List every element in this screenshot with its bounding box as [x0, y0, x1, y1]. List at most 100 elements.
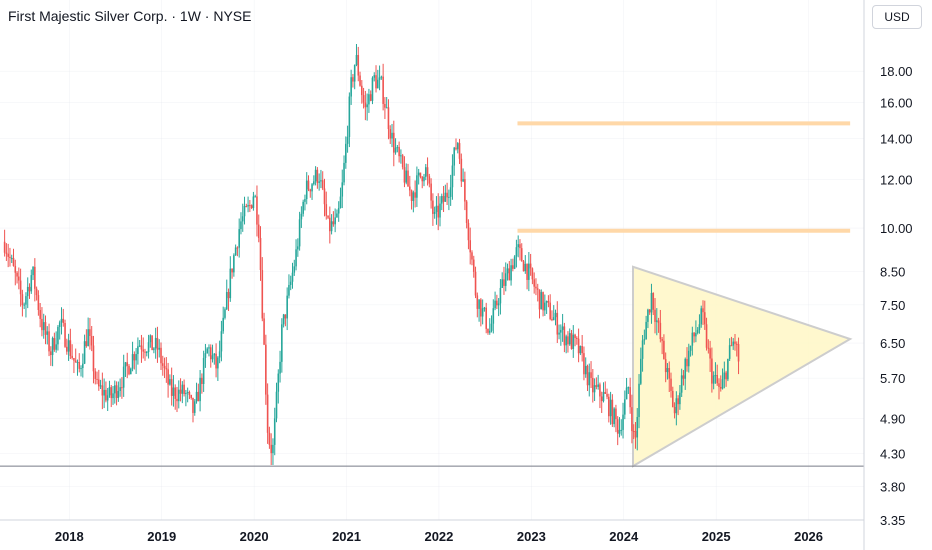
candle-body [343, 162, 345, 183]
candle-body [320, 180, 322, 182]
candle-body [682, 375, 685, 379]
candle-body [549, 302, 551, 320]
candle-body [30, 275, 33, 292]
candle-body [680, 375, 683, 393]
candle-body [179, 389, 182, 394]
candle-body [217, 357, 219, 369]
candle-body [176, 398, 178, 402]
candle-body [727, 358, 729, 380]
candle-body [508, 268, 511, 281]
candle-body [675, 398, 678, 414]
candle-body [421, 176, 424, 182]
candle-body [501, 279, 503, 288]
candle-body [275, 391, 278, 419]
candle-body [400, 155, 402, 157]
candle-body [161, 363, 164, 366]
candle-body [609, 399, 612, 417]
candle-body [215, 353, 217, 369]
candle-body [227, 292, 230, 299]
candle-body [128, 365, 130, 375]
candle-body [172, 387, 175, 396]
candle-body [433, 211, 436, 214]
currency-button[interactable]: USD [872, 5, 922, 29]
candle-body [556, 312, 559, 335]
candle-body [21, 294, 24, 306]
candle-body [572, 334, 575, 349]
candle-body [698, 324, 701, 330]
candle-body [183, 384, 185, 394]
candle-body [51, 338, 54, 356]
candle-body [115, 385, 118, 398]
candle-body [270, 444, 272, 454]
candle-body [565, 336, 567, 346]
candle-body [220, 331, 223, 352]
candle-body [385, 107, 388, 109]
candle-body [618, 429, 621, 434]
candle-body [225, 292, 228, 310]
candle-body [371, 77, 374, 101]
candle-body [213, 353, 216, 356]
candle-body [284, 314, 287, 319]
price-tick-label: 5.70 [880, 371, 905, 386]
candle-body [261, 270, 264, 319]
candle-body [700, 308, 703, 325]
candle-body [496, 300, 498, 306]
candle-body [243, 206, 246, 217]
candle-body [396, 147, 399, 149]
candle-body [9, 256, 11, 258]
candle-body [536, 288, 539, 290]
candle-body [58, 322, 61, 327]
candle-body [307, 180, 310, 190]
candle-body [96, 378, 98, 380]
candle-body [273, 418, 276, 445]
candle-body [570, 333, 573, 349]
candle-body [542, 292, 544, 311]
candle-body [113, 385, 116, 394]
candle-body [298, 219, 301, 247]
price-axis[interactable]: 18.00 16.00 14.00 12.00 10.00 8.50 7.50 6.50 5.7… [880, 64, 913, 528]
candle-body [490, 323, 493, 331]
candle-body [169, 379, 171, 385]
candle-body [378, 77, 381, 80]
candle-body [119, 387, 121, 392]
candle-body [547, 301, 550, 303]
candle-body [309, 189, 312, 192]
candle-body [300, 213, 303, 220]
triangle-pattern [632, 265, 853, 468]
candle-body [737, 344, 740, 362]
time-axis[interactable]: 2018 2019 2020 2021 2022 2023 2024 2025 2026 [55, 529, 823, 544]
price-tick-label: 12.00 [880, 172, 913, 187]
candle-body [732, 341, 735, 346]
candle-body [392, 132, 395, 153]
candle-body [499, 287, 502, 304]
candle-body [554, 312, 557, 318]
candle-body [540, 292, 543, 310]
candle-body [677, 398, 679, 405]
candle-body [586, 365, 589, 386]
candle-body [638, 383, 640, 418]
candle-body [481, 308, 484, 317]
candle-body [714, 375, 717, 377]
candle-body [197, 391, 200, 402]
candle-body [259, 237, 262, 271]
candle-body [687, 350, 690, 367]
candle-body [32, 266, 34, 276]
candle-body [725, 372, 727, 380]
candle-body [579, 346, 582, 354]
candle-body [62, 318, 65, 323]
candle-body [599, 384, 601, 397]
candle-body [291, 272, 294, 282]
candle-body [691, 332, 694, 346]
candle-body [147, 342, 150, 353]
candle-body [625, 387, 628, 400]
time-tick-label: 2025 [702, 529, 731, 544]
price-tick-label: 10.00 [880, 221, 913, 236]
candle-body [419, 172, 422, 177]
candle-body [702, 308, 704, 313]
candle-body [277, 373, 280, 392]
candle-body [318, 181, 320, 183]
candle-body [387, 107, 390, 130]
candle-body [348, 96, 351, 137]
candle-body [693, 332, 695, 337]
